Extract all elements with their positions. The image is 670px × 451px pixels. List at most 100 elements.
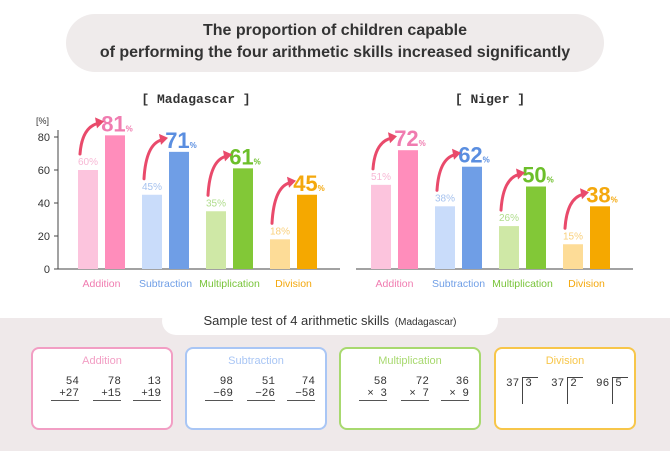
data-label-after: 38% — [586, 182, 618, 207]
operand-with-operator: +15 — [93, 388, 121, 401]
divisor: 5 — [612, 377, 628, 404]
increase-arrowhead — [388, 132, 397, 144]
sample-section-title: Sample test of 4 arithmetic skills (Mada… — [162, 307, 498, 335]
data-label-after: 71% — [165, 128, 197, 153]
operand-with-operator: +19 — [133, 388, 161, 401]
dividend: 37 — [551, 378, 565, 390]
division-problem: 37 2 — [551, 377, 583, 404]
dividend: 96 — [596, 378, 610, 390]
operand: 72 — [415, 376, 429, 388]
data-label-after: 61% — [229, 144, 261, 169]
operand-with-operator: × 9 — [441, 388, 469, 401]
card-title: Subtraction — [228, 355, 284, 367]
arithmetic-problem: 98 −69 — [205, 376, 233, 401]
category-label: Subtraction — [139, 278, 192, 290]
increase-arrowhead — [516, 168, 525, 180]
sample-card-subtraction: Subtraction 98 −69 51 −26 74 −58 — [185, 347, 327, 430]
operand: 36 — [455, 376, 469, 388]
y-tick-label: 40 — [38, 198, 50, 210]
operand-with-operator: −69 — [205, 388, 233, 401]
y-tick-label: 60 — [38, 165, 50, 177]
operand-with-operator: −58 — [287, 388, 315, 401]
title-line-1: The proportion of children capable — [202, 22, 467, 39]
increase-arrow — [270, 181, 292, 225]
category-label: Addition — [83, 278, 121, 290]
increase-arrowhead — [159, 133, 168, 145]
division-problem: 96 5 — [596, 377, 628, 404]
operand: 58 — [373, 376, 387, 388]
arithmetic-problem: 78 +15 — [93, 376, 121, 401]
sample-card-division: Division 37 3 37 2 96 5 — [494, 347, 636, 430]
data-label-before: 26% — [499, 213, 519, 224]
increase-arrowhead — [95, 117, 104, 129]
category-label: Subtraction — [432, 278, 485, 290]
data-label-before: 18% — [270, 226, 290, 237]
sample-title: Sample test of 4 arithmetic skills — [203, 313, 390, 328]
panel-title: [ Madagascar ] — [141, 92, 250, 107]
bar-after — [105, 135, 125, 269]
operand: 51 — [261, 376, 275, 388]
increase-arrow — [78, 121, 100, 156]
increase-arrowhead — [580, 188, 589, 200]
title-banner: The proportion of children capable of pe… — [66, 14, 604, 72]
operand: 78 — [107, 376, 121, 388]
increase-arrow — [142, 138, 164, 181]
arithmetic-problem: 74 −58 — [287, 376, 315, 401]
category-label: Division — [568, 278, 605, 290]
card-title: Division — [545, 355, 585, 367]
arithmetic-problem: 36 × 9 — [441, 376, 469, 401]
increase-arrowhead — [452, 148, 461, 160]
increase-arrow — [563, 192, 585, 230]
bar-before — [371, 184, 391, 269]
data-label-before: 35% — [206, 198, 226, 209]
category-label: Division — [275, 278, 312, 290]
increase-arrow — [371, 136, 393, 171]
data-label-after: 62% — [458, 143, 490, 168]
bar-after — [297, 194, 317, 269]
data-label-before: 38% — [435, 193, 455, 204]
title-line-2: of performing the four arithmetic skills… — [99, 44, 571, 61]
bar-after — [526, 186, 546, 269]
operand-with-operator: −26 — [247, 388, 275, 401]
data-label-after: 72% — [394, 126, 426, 151]
sample-card-multiplication: Multiplication 58 × 3 72 × 7 36 × 9 — [339, 347, 481, 430]
category-label: Multiplication — [492, 278, 553, 290]
increase-arrow — [499, 173, 521, 212]
arithmetic-problem: 72 × 7 — [401, 376, 429, 401]
bar-after — [590, 206, 610, 269]
increase-arrow — [206, 154, 228, 197]
bar-after — [169, 151, 189, 269]
sample-subtitle: (Madagascar) — [394, 317, 457, 328]
card-title: Addition — [82, 355, 122, 367]
operand-with-operator: +27 — [51, 388, 79, 401]
bar-chart: [%] 0 20 40 60 80 [ Madagascar ] 60% 81% Addition… — [36, 92, 633, 290]
bar-after — [462, 166, 482, 269]
bar-before — [563, 244, 583, 269]
panel-title: [ Niger ] — [455, 92, 525, 107]
increase-arrowhead — [287, 176, 296, 188]
increase-arrow — [435, 153, 457, 192]
bar-before — [78, 170, 98, 269]
sample-card-addition: Addition 54 +27 78 +15 13 +19 — [31, 347, 173, 430]
y-tick-label: 0 — [44, 264, 50, 276]
arithmetic-problem: 13 +19 — [133, 376, 161, 401]
bar-before — [270, 239, 290, 269]
arithmetic-problem: 54 +27 — [51, 376, 79, 401]
bar-after — [233, 168, 253, 269]
arithmetic-problem: 51 −26 — [247, 376, 275, 401]
bar-after — [398, 150, 418, 269]
operand: 54 — [65, 376, 79, 388]
divisor: 3 — [522, 377, 538, 404]
data-label-after: 81% — [101, 111, 133, 136]
y-tick-label: 20 — [38, 231, 50, 243]
bar-before — [435, 206, 455, 269]
data-label-before: 15% — [563, 231, 583, 242]
y-tick-label: 80 — [38, 132, 50, 144]
increase-arrowhead — [223, 150, 232, 162]
operand: 74 — [301, 376, 315, 388]
operand: 13 — [147, 376, 161, 388]
card-title: Multiplication — [378, 355, 442, 367]
data-label-after: 50% — [522, 163, 554, 188]
division-problem: 37 3 — [506, 377, 538, 404]
bar-before — [499, 226, 519, 269]
